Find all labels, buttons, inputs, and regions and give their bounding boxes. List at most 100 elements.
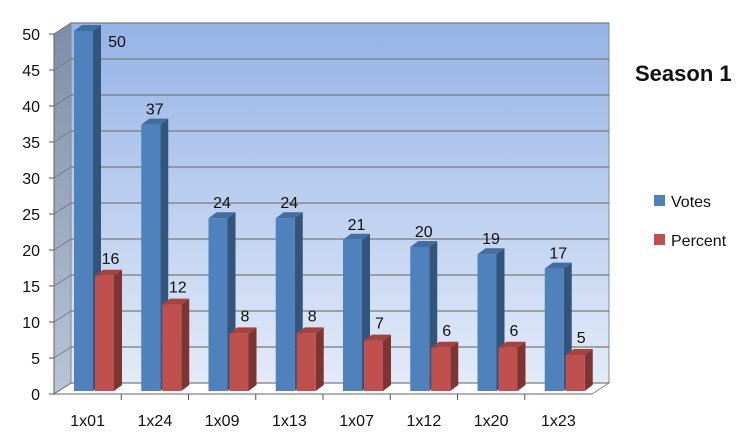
bar-front [275,218,295,391]
bar-front [141,124,161,391]
legend-label-percent: Percent [671,233,727,250]
bar-top [162,298,190,305]
bar-front [74,31,93,391]
legend-label-votes: Votes [671,194,711,211]
y-tick-label: 30 [22,171,40,188]
gridline-side [53,382,72,395]
x-tick-label: 1x01 [70,413,105,430]
bar-top [544,262,572,269]
bar-side [383,334,391,391]
bar-top [74,25,101,31]
gridline-side [53,22,72,35]
x-tick-label: 1x13 [272,413,307,430]
data-label: 12 [169,280,187,297]
y-tick-label: 40 [22,99,40,116]
gridline-side [53,202,72,215]
bar-front [364,340,383,391]
bar-side [315,327,324,391]
data-labels: 50 16 37 12 24 8 24 8 21 7 20 6 19 6 17 5 [102,34,586,347]
bar-top [296,327,324,334]
data-label: 24 [280,195,298,212]
bar-front [410,247,430,391]
bar-front [498,347,518,391]
legend-swatch-votes [654,195,665,206]
bar-top [208,212,236,219]
bar-top [477,248,505,255]
bar-top [565,349,593,355]
bar-front [544,268,564,391]
y-tick-label: 0 [31,387,40,404]
floor [52,382,611,395]
bar-percent-1x09 [229,327,257,391]
bar-percent-1x01 [95,269,122,391]
data-label: 8 [308,308,317,325]
bar-side [450,341,459,391]
bar-side [584,349,593,391]
legend: Votes Percent [654,194,727,250]
y-tick-label: 35 [22,135,40,152]
x-tick-label: 1x23 [541,413,576,430]
data-label: 24 [213,195,231,212]
data-label: 21 [348,217,366,234]
gridline-side [53,274,72,287]
bar-percent-1x07 [364,334,391,391]
bar-front [296,333,316,391]
bar-front [229,333,249,391]
bar-top [141,118,169,125]
gridline-side [53,58,72,71]
bar-top [95,269,122,276]
y-tick-label: 15 [22,279,40,296]
bar-top [229,327,257,334]
bar-front [208,218,228,391]
gridline-side [53,310,72,323]
y-tick-label: 45 [22,63,40,80]
data-label: 50 [108,34,126,51]
bar-side [248,327,257,391]
y-tick-label: 5 [31,351,40,368]
data-label: 6 [510,323,519,340]
bar-percent-1x13 [296,327,324,391]
bar-top [410,241,438,247]
y-tick-label: 50 [22,27,40,44]
data-label: 5 [577,330,586,347]
gridline-side [53,94,72,107]
bars [74,25,593,391]
bar-side [517,341,526,391]
bar-front [431,347,451,391]
x-tick-label: 1x24 [138,413,173,430]
y-tick-label: 10 [22,315,40,332]
chart-title: Season 1 [635,61,732,86]
bar-front [565,355,585,391]
bar-top [275,212,303,219]
data-label: 16 [102,251,120,268]
data-label: 20 [415,224,433,241]
y-tick-label: 20 [22,243,40,260]
bar-front [477,254,497,391]
legend-swatch-percent [654,234,665,245]
data-label: 17 [549,246,567,263]
x-tick-label: 1x12 [407,413,442,430]
data-label: 8 [241,308,250,325]
bar-top [364,334,391,341]
bar-percent-1x24 [162,298,190,391]
data-label: 7 [375,316,384,333]
bar-front [95,275,114,391]
bar-percent-1x20 [498,341,526,391]
bar-side [181,298,190,391]
axes: 0 5 10 15 20 25 30 35 40 45 50 1x01 1x24 1x09 1x13 1x07… [22,27,592,430]
bar-top [431,341,459,348]
y-tick-label: 25 [22,207,40,224]
gridline-side [53,346,72,359]
bar-percent-1x12 [431,341,459,391]
data-label: 19 [482,231,500,248]
bar-front [343,239,362,391]
gridline-side [53,238,72,251]
x-tick-label: 1x07 [339,413,374,430]
bar-front [162,304,182,391]
bar-top [498,341,526,348]
data-label: 6 [442,323,451,340]
bar-percent-1x23 [565,349,593,391]
plot-background [52,22,611,395]
data-label: 37 [146,102,164,119]
